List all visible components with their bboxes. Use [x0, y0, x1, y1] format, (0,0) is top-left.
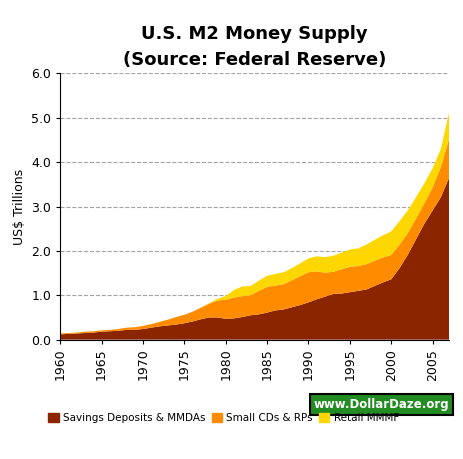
Text: www.DollarDaze.org: www.DollarDaze.org — [313, 398, 449, 411]
Title: U.S. M2 Money Supply
(Source: Federal Reserve): U.S. M2 Money Supply (Source: Federal Re… — [123, 25, 386, 69]
Y-axis label: US$ Trillions: US$ Trillions — [13, 168, 25, 245]
Legend: Savings Deposits & MMDAs, Small CDs & RPs, Retail MMMF: Savings Deposits & MMDAs, Small CDs & RP… — [44, 409, 403, 427]
